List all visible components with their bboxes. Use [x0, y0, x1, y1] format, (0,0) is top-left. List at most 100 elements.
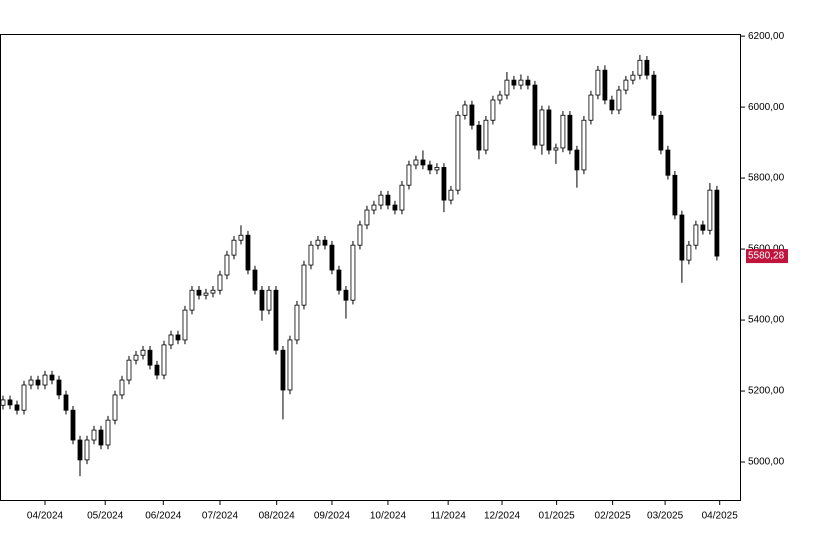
candle-body	[595, 69, 601, 96]
candle-body	[392, 204, 398, 211]
candle-body	[644, 59, 650, 76]
candle-body	[455, 114, 461, 191]
candle-body	[574, 149, 580, 171]
candle-body	[707, 189, 713, 231]
candle-body	[350, 244, 356, 301]
candle-body	[308, 244, 314, 266]
candle-body	[7, 399, 13, 406]
candle-body	[539, 109, 545, 146]
candle-body	[665, 149, 671, 176]
candle-body	[168, 334, 174, 346]
x-tick-label: 07/2024	[202, 511, 239, 522]
candle-body	[434, 167, 440, 171]
candle-body	[651, 74, 657, 116]
candle-body	[63, 394, 69, 411]
candle-body	[420, 159, 426, 166]
candle-body	[469, 104, 475, 126]
candle-body	[357, 224, 363, 246]
x-tick-label: 04/2024	[27, 511, 64, 522]
last-price-tag	[746, 249, 788, 264]
candle-body	[224, 254, 230, 276]
candle-body	[371, 204, 377, 211]
candle-body	[560, 114, 566, 149]
candle-body	[427, 164, 433, 171]
candle-body	[616, 89, 622, 111]
candle-body	[21, 384, 27, 411]
candle-body	[385, 194, 391, 206]
candle-body	[546, 109, 552, 151]
candle-body	[252, 269, 258, 291]
candle-body	[623, 79, 629, 91]
candle-body	[476, 124, 482, 151]
candle-body	[287, 339, 293, 391]
candle-body	[126, 359, 132, 381]
last-price-label: 5580,28	[748, 251, 785, 262]
candle-body	[294, 304, 300, 341]
candle-body	[553, 147, 559, 151]
candle-body	[413, 159, 419, 166]
candle-body	[0, 399, 6, 406]
candle-body	[140, 349, 146, 356]
candle-body	[637, 59, 643, 76]
x-tick-label: 01/2025	[539, 511, 576, 522]
plot-frame	[0, 34, 741, 501]
candle-body	[238, 234, 244, 241]
candle-body	[266, 289, 272, 311]
x-tick-label: 05/2024	[87, 511, 124, 522]
candle-body	[686, 244, 692, 261]
candle-body	[511, 79, 517, 86]
candle-body	[14, 404, 20, 411]
candle-body	[119, 379, 125, 396]
candle-body	[602, 69, 608, 101]
x-tick-label: 06/2024	[145, 511, 182, 522]
candle-body	[462, 104, 468, 116]
candle-body	[322, 239, 328, 246]
candle-body	[679, 214, 685, 261]
candle-body	[364, 209, 370, 226]
candle-body	[42, 374, 48, 386]
y-tick-label: 5800,00	[748, 173, 785, 184]
y-tick-label: 5200,00	[748, 386, 785, 397]
candle-body	[448, 189, 454, 201]
candle-body	[280, 349, 286, 391]
candle-body	[532, 84, 538, 146]
candle-body	[84, 439, 90, 461]
x-tick-label: 04/2025	[702, 511, 739, 522]
candle-body	[28, 379, 34, 386]
candle-body	[56, 379, 62, 396]
x-tick-label: 12/2024	[484, 511, 521, 522]
candle-body	[196, 289, 202, 296]
candle-body	[441, 167, 447, 201]
candle-body	[329, 244, 335, 271]
candle-body	[378, 194, 384, 206]
candle-body	[105, 419, 111, 446]
candle-body	[581, 119, 587, 171]
candle-body	[147, 349, 153, 366]
candle-body	[672, 174, 678, 216]
candle-body	[49, 374, 55, 381]
candle-body	[609, 99, 615, 111]
candle-body	[588, 94, 594, 121]
candle-body	[518, 79, 524, 86]
candle-body	[525, 79, 531, 86]
candle-body	[714, 189, 720, 257]
candle-body	[98, 429, 104, 446]
candle-body	[406, 164, 412, 186]
candle-body	[189, 289, 195, 311]
candle-body	[161, 344, 167, 376]
candle-body	[497, 94, 503, 101]
candle-body	[133, 354, 139, 361]
candle-body	[483, 119, 489, 151]
candle-body	[273, 289, 279, 351]
candle-body	[70, 409, 76, 441]
x-tick-label: 03/2025	[647, 511, 684, 522]
candle-body	[630, 74, 636, 81]
candle-body	[399, 184, 405, 211]
y-tick-label: 5400,00	[748, 315, 785, 326]
candle-body	[175, 334, 181, 341]
y-tick-label: 6000,00	[748, 102, 785, 113]
x-tick-label: 08/2024	[259, 511, 296, 522]
candle-body	[700, 224, 706, 231]
candle-body	[203, 292, 209, 296]
